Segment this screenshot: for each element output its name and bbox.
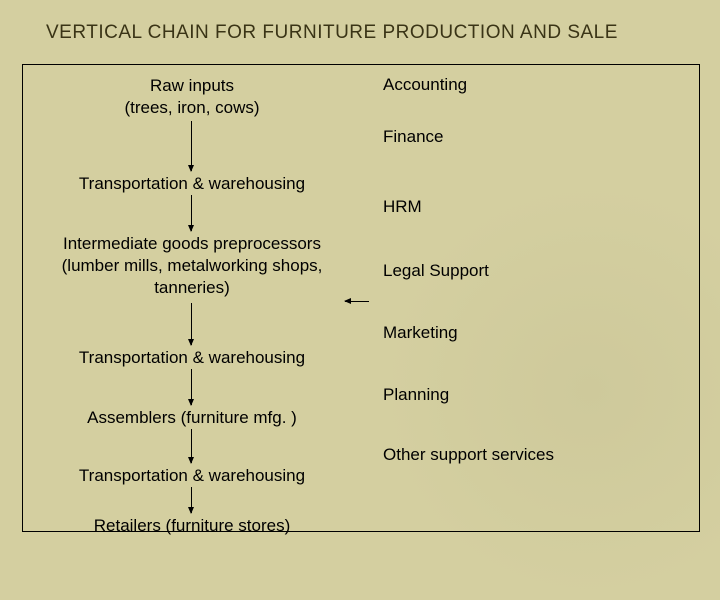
chain-column: Raw inputs(trees, iron, cows) Transportat… [23,65,361,531]
chain-node-ret: Retailers (furniture stores) [23,515,361,537]
support-item: Finance [383,127,443,147]
chain-arrow-down [191,121,192,171]
diagram-frame: Raw inputs(trees, iron, cows) Transportat… [22,64,700,532]
chain-arrow-down [191,487,192,513]
support-item: Marketing [383,323,458,343]
chain-node-line: Transportation & warehousing [23,465,361,487]
support-item: Legal Support [383,261,489,281]
chain-node-line: Intermediate goods preprocessors [23,233,361,255]
chain-node-line: Transportation & warehousing [23,173,361,195]
chain-node-tw2: Transportation & warehousing [23,347,361,369]
support-item: Accounting [383,75,467,95]
support-item: Planning [383,385,449,405]
support-column: Accounting Finance HRM Legal Support Marketi… [373,65,693,531]
chain-arrow-down [191,369,192,405]
support-to-chain-arrow [345,301,369,302]
chain-node-tw1: Transportation & warehousing [23,173,361,195]
chain-node-raw: Raw inputs(trees, iron, cows) [23,75,361,119]
chain-node-inter: Intermediate goods preprocessors(lumber … [23,233,361,299]
chain-node-line: tanneries) [23,277,361,299]
chain-arrow-down [191,303,192,345]
support-item: HRM [383,197,422,217]
chain-node-asm: Assemblers (furniture mfg. ) [23,407,361,429]
chain-node-tw3: Transportation & warehousing [23,465,361,487]
chain-node-line: Transportation & warehousing [23,347,361,369]
page-title: VERTICAL CHAIN FOR FURNITURE PRODUCTION … [0,0,720,58]
chain-node-line: Retailers (furniture stores) [23,515,361,537]
support-item: Other support services [383,445,554,465]
chain-node-line: (lumber mills, metalworking shops, [23,255,361,277]
chain-arrow-down [191,195,192,231]
chain-node-line: Raw inputs [23,75,361,97]
chain-arrow-down [191,429,192,463]
chain-node-line: (trees, iron, cows) [23,97,361,119]
chain-node-line: Assemblers (furniture mfg. ) [23,407,361,429]
